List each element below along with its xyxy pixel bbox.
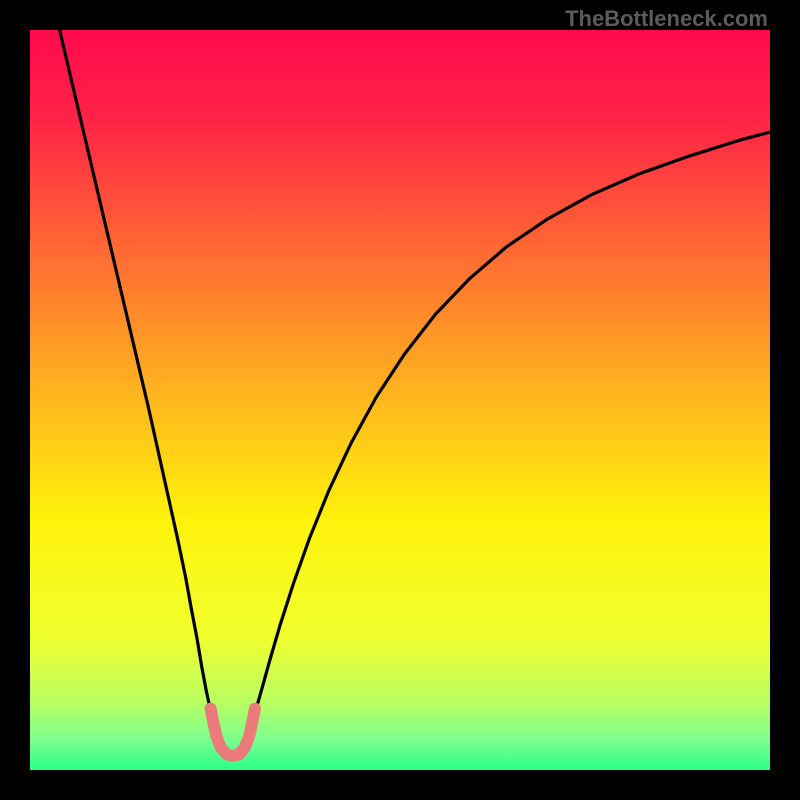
- chart-background: [30, 30, 770, 770]
- chart-frame: [30, 30, 770, 770]
- watermark-text: TheBottleneck.com: [565, 6, 768, 32]
- chart-svg: [30, 30, 770, 770]
